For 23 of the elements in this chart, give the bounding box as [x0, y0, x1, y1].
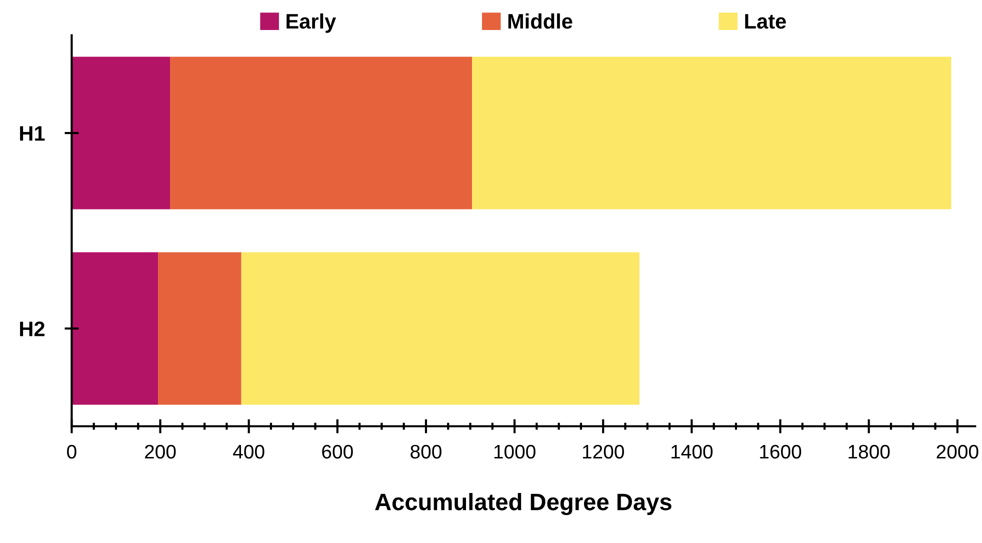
x-tick-label: 600 [322, 444, 353, 459]
x-tick-label: 1000 [494, 444, 536, 459]
x-tick-label: 0 [67, 444, 76, 459]
x-tick-label: 1200 [582, 444, 624, 459]
x-tick-label: 1400 [672, 444, 713, 459]
x-tick-label: 400 [233, 444, 264, 459]
bar [170, 56, 472, 210]
x-axis-title: Accumulated Degree Days [375, 492, 672, 516]
bar [241, 252, 640, 405]
y-tick-label: H2 [20, 322, 44, 336]
x-tick-label: 1600 [760, 444, 802, 459]
bar [72, 56, 170, 210]
x-tick-label: 1800 [848, 444, 890, 459]
legend-label: Late [745, 14, 786, 29]
legend-label: Early [286, 13, 336, 33]
y-tick-label: H1 [20, 126, 45, 141]
x-tick-label: 200 [145, 444, 176, 459]
legend-label: Middle [508, 13, 572, 29]
x-tick-label: 2000 [936, 444, 978, 459]
bar [472, 56, 952, 210]
bar [158, 252, 242, 405]
bar [72, 252, 158, 405]
x-tick-label: 800 [410, 444, 442, 459]
